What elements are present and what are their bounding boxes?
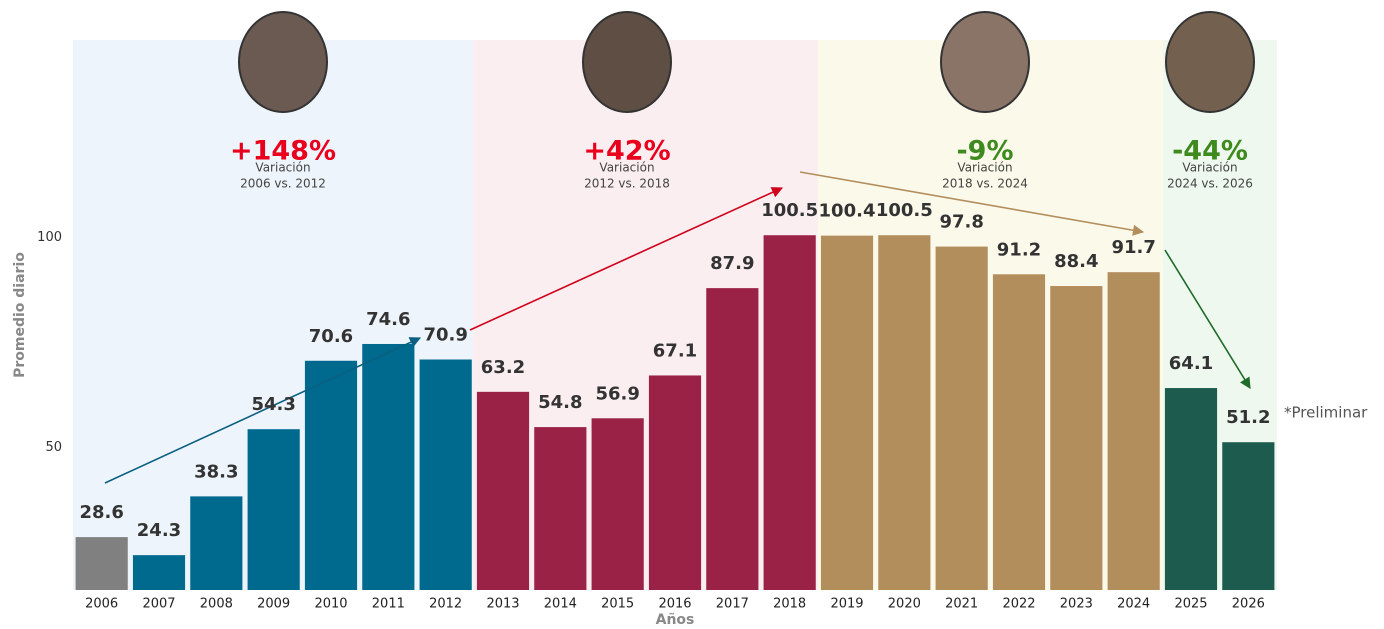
- value-label: 100.5: [761, 200, 818, 221]
- bar: [476, 391, 530, 590]
- period-label: Variación: [599, 161, 654, 175]
- bar: [304, 360, 358, 590]
- portrait: [940, 11, 1030, 113]
- portraits: [238, 11, 1255, 113]
- value-label: 100.4: [819, 201, 876, 222]
- y-axis-label: Promedio diario: [12, 252, 28, 378]
- x-tick-label: 2011: [372, 597, 405, 612]
- period-change: -44%: [1172, 136, 1248, 167]
- value-label: 70.6: [309, 326, 353, 347]
- bar: [1107, 272, 1160, 590]
- period-range: 2006 vs. 2012: [240, 177, 326, 191]
- bar: [1050, 286, 1103, 590]
- bar: [247, 429, 300, 590]
- bar: [1222, 442, 1275, 590]
- note: *Preliminar: [1284, 404, 1368, 422]
- value-label: 28.6: [79, 502, 123, 523]
- value-label: 54.3: [251, 394, 295, 415]
- period-shade: [818, 40, 1163, 590]
- bar: [935, 246, 988, 590]
- bar: [648, 375, 702, 590]
- period-change: +148%: [230, 136, 336, 167]
- trend-arrow: [469, 187, 784, 331]
- x-tick-label: 2018: [773, 597, 806, 612]
- bar: [534, 427, 587, 590]
- y-tick-label: 50: [45, 440, 62, 455]
- x-tick-label: 2008: [200, 597, 233, 612]
- period-range: 2024 vs. 2026: [1167, 177, 1253, 191]
- bar: [132, 555, 186, 590]
- x-tick-label: 2024: [1117, 597, 1150, 612]
- x-tick-label: 2022: [1002, 597, 1035, 612]
- bar: [419, 359, 472, 590]
- x-axis-label: Años: [656, 612, 695, 628]
- bar: [75, 537, 128, 590]
- value-label: 97.8: [939, 212, 983, 233]
- value-label: 54.8: [538, 392, 582, 413]
- value-label: 51.2: [1226, 407, 1270, 428]
- bar: [362, 343, 415, 590]
- bar: [820, 235, 874, 590]
- bar: [706, 288, 759, 590]
- bar: [992, 274, 1046, 590]
- value-label: 64.1: [1169, 353, 1213, 374]
- x-tick-label: 2026: [1232, 597, 1265, 612]
- x-tick-label: 2010: [314, 597, 347, 612]
- value-label: 74.6: [366, 309, 410, 330]
- trend-arrow: [799, 171, 1145, 236]
- portrait: [1165, 11, 1255, 113]
- period-range: 2018 vs. 2024: [942, 177, 1028, 191]
- x-tick-label: 2007: [142, 597, 175, 612]
- bar: [763, 235, 816, 590]
- x-tick-label: 2014: [544, 597, 577, 612]
- value-label: 91.2: [997, 239, 1041, 260]
- bar: [190, 496, 243, 590]
- bar: [878, 235, 931, 590]
- bar: [591, 418, 644, 590]
- x-tick-label: 2019: [830, 597, 863, 612]
- x-tick-label: 2006: [85, 597, 118, 612]
- x-tick-label: 2020: [888, 597, 921, 612]
- value-label: 70.9: [423, 325, 467, 346]
- value-label: 91.7: [1111, 237, 1155, 258]
- portrait: [582, 11, 672, 113]
- x-tick-label: 2012: [429, 597, 462, 612]
- value-label: 67.1: [653, 340, 697, 361]
- period-label: Variación: [255, 161, 310, 175]
- trend-arrows: [104, 171, 1251, 484]
- x-tick-label: 2025: [1174, 597, 1207, 612]
- x-tick-label: 2013: [486, 597, 519, 612]
- period-change: -9%: [956, 136, 1013, 167]
- portrait: [238, 11, 328, 113]
- value-label: 63.2: [481, 357, 525, 378]
- x-tick-label: 2016: [658, 597, 691, 612]
- value-label: 100.5: [876, 200, 933, 221]
- x-tick-label: 2009: [257, 597, 290, 612]
- value-label: 87.9: [710, 253, 754, 274]
- period-backgrounds: [73, 40, 1277, 590]
- x-tick-label: 2017: [716, 597, 749, 612]
- x-tick-label: 2021: [945, 597, 978, 612]
- period-range: 2012 vs. 2018: [584, 177, 670, 191]
- bar: [1164, 388, 1218, 590]
- value-label: 56.9: [595, 383, 639, 404]
- x-tick-label: 2015: [601, 597, 634, 612]
- value-label: 88.4: [1054, 251, 1098, 272]
- period-change: +42%: [583, 136, 670, 167]
- trend-arrow: [104, 337, 422, 484]
- trend-arrow: [1164, 249, 1251, 389]
- value-label: 38.3: [194, 461, 238, 482]
- value-label: 24.3: [137, 520, 181, 541]
- period-label: Variación: [957, 161, 1012, 175]
- period-label: Variación: [1182, 161, 1237, 175]
- y-tick-label: 100: [37, 230, 62, 245]
- period-shade: [473, 40, 818, 590]
- x-tick-label: 2023: [1060, 597, 1093, 612]
